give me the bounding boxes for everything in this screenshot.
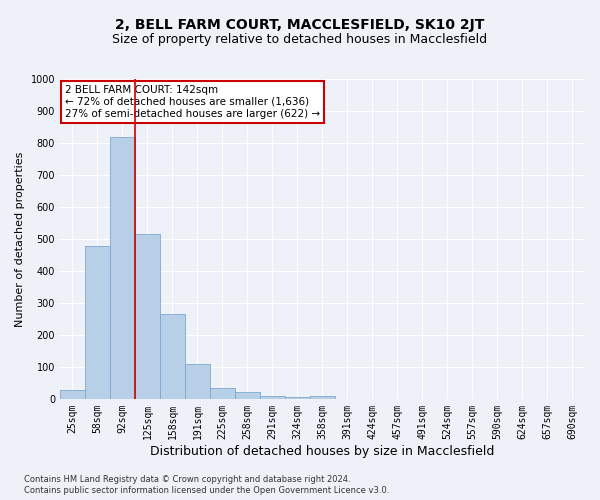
Bar: [110, 136, 135, 399]
Bar: [210, 388, 235, 399]
Text: 2 BELL FARM COURT: 142sqm
← 72% of detached houses are smaller (1,636)
27% of se: 2 BELL FARM COURT: 142sqm ← 72% of detac…: [65, 86, 320, 118]
Bar: [285, 397, 310, 399]
Bar: [260, 396, 285, 399]
Bar: [235, 392, 260, 399]
Bar: [135, 234, 160, 399]
Bar: [85, 246, 110, 399]
Bar: [60, 390, 85, 399]
Bar: [160, 314, 185, 399]
X-axis label: Distribution of detached houses by size in Macclesfield: Distribution of detached houses by size …: [150, 444, 494, 458]
Text: Contains HM Land Registry data © Crown copyright and database right 2024.: Contains HM Land Registry data © Crown c…: [24, 475, 350, 484]
Y-axis label: Number of detached properties: Number of detached properties: [15, 151, 25, 326]
Bar: [185, 364, 210, 399]
Text: Contains public sector information licensed under the Open Government Licence v3: Contains public sector information licen…: [24, 486, 389, 495]
Text: 2, BELL FARM COURT, MACCLESFIELD, SK10 2JT: 2, BELL FARM COURT, MACCLESFIELD, SK10 2…: [115, 18, 485, 32]
Bar: [310, 396, 335, 399]
Text: Size of property relative to detached houses in Macclesfield: Size of property relative to detached ho…: [112, 32, 488, 46]
